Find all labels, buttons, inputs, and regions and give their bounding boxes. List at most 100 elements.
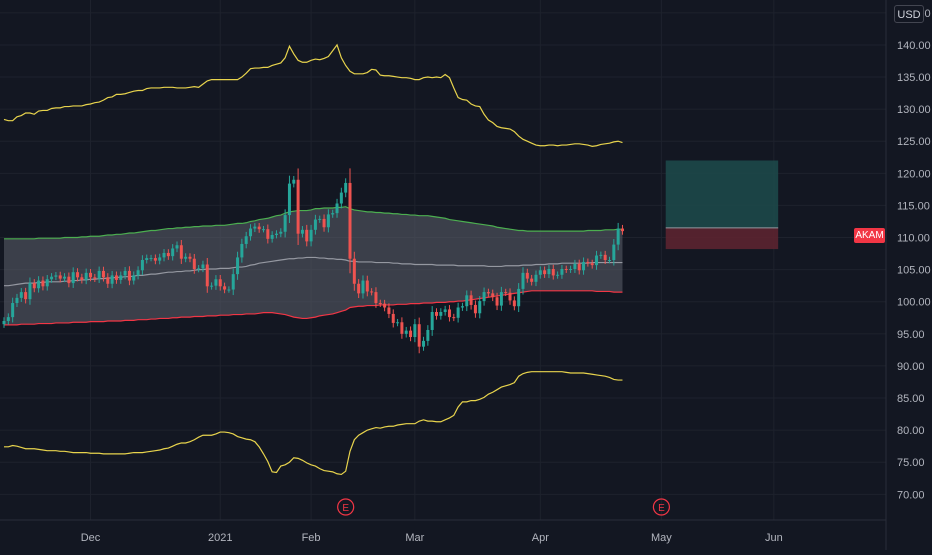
candle-body: [538, 270, 542, 275]
candle-body: [491, 293, 495, 298]
candle-body: [560, 268, 564, 275]
candle-body: [45, 279, 49, 287]
candle-body: [460, 306, 464, 308]
earnings-event-marker: [652, 498, 671, 516]
x-tick-label: Feb: [302, 532, 321, 544]
candle-body: [409, 330, 413, 338]
candle-body: [318, 218, 322, 220]
candle-body: [383, 303, 387, 308]
candle-body: [326, 214, 330, 228]
x-tick-label: 2021: [208, 532, 232, 544]
candle-body: [469, 295, 473, 305]
candle-body: [266, 229, 270, 239]
last-price-tag: AKAM: [854, 228, 885, 243]
candle-body: [486, 292, 490, 294]
candle-body: [396, 322, 400, 324]
y-tick-label: 70.00: [897, 489, 925, 501]
candle-body: [620, 228, 624, 232]
candle-body: [19, 292, 23, 298]
stop-zone: [665, 227, 779, 250]
candle-body: [76, 272, 80, 278]
candle-body: [123, 270, 127, 276]
y-tick-label: 110.00: [897, 233, 930, 245]
candle-body: [612, 244, 616, 260]
candle-body: [201, 264, 205, 269]
candle-body: [67, 276, 71, 284]
candle-body: [378, 303, 382, 305]
candle-body: [2, 320, 6, 325]
candle-body: [41, 280, 45, 287]
x-tick-label: Apr: [532, 532, 549, 544]
candle-body: [365, 280, 369, 292]
y-tick-label: 140.00: [897, 40, 931, 52]
candle-body: [227, 289, 231, 291]
candle-body: [54, 275, 58, 277]
candle-body: [430, 312, 434, 330]
candle-body: [517, 288, 521, 307]
earnings-event-label: E: [658, 503, 665, 514]
outer-upper-line: [3, 43, 623, 147]
candle-body: [313, 219, 317, 230]
candle-body: [556, 274, 560, 276]
candle-body: [28, 283, 32, 300]
candle-body: [287, 183, 291, 216]
y-tick-label: 130.00: [897, 104, 931, 116]
currency-button[interactable]: USD: [894, 5, 924, 23]
candle-body: [84, 272, 88, 280]
candle-body: [344, 182, 348, 193]
candle-body: [184, 256, 188, 259]
y-tick-label: 135.00: [897, 72, 931, 84]
x-tick-label: May: [651, 532, 672, 544]
candle-body: [478, 301, 482, 314]
candle-body: [322, 218, 326, 228]
candle-body: [404, 330, 408, 334]
candle-body: [534, 274, 538, 282]
candle-body: [140, 260, 144, 271]
y-tick-label: 125.00: [897, 136, 931, 148]
candle-body: [456, 307, 460, 318]
candle-body: [582, 261, 586, 271]
target-zone: [665, 160, 779, 228]
candle-body: [58, 275, 62, 279]
candle-body: [50, 276, 54, 280]
candle-body: [599, 254, 603, 256]
candle-body: [110, 275, 114, 284]
candle-body: [179, 245, 183, 259]
candle-body: [370, 291, 374, 293]
candle-body: [283, 215, 287, 232]
candle-body: [331, 213, 335, 215]
earnings-event-marker: [337, 498, 355, 516]
candle-body: [93, 277, 97, 279]
y-tick-label: 120.00: [897, 168, 931, 180]
candle-body: [24, 292, 28, 300]
candle-body: [171, 248, 175, 257]
candle-body: [435, 312, 438, 316]
candle-body: [616, 228, 620, 245]
candle-body: [426, 329, 430, 341]
y-tick-label: 115.00: [897, 200, 930, 212]
candle-body: [422, 340, 426, 347]
candle-body: [231, 274, 235, 290]
candle-body: [158, 257, 162, 261]
candle-body: [465, 295, 469, 307]
candle-body: [63, 276, 67, 279]
candle-body: [214, 279, 218, 286]
candle-body: [197, 268, 201, 270]
candle-body: [577, 263, 581, 271]
candle-body: [361, 280, 365, 294]
candle-body: [127, 270, 131, 281]
candle-body: [391, 313, 395, 323]
candle-body: [97, 270, 101, 279]
candle-body: [6, 317, 10, 321]
candle-body: [339, 192, 343, 204]
candle-body: [210, 285, 214, 287]
candle-body: [357, 283, 361, 294]
candle-body: [136, 270, 140, 276]
y-tick-label: 95.00: [897, 329, 925, 341]
candle-body: [504, 292, 508, 294]
band-fill: [4, 206, 623, 325]
candle-body: [80, 277, 84, 280]
candle-body: [335, 203, 339, 214]
